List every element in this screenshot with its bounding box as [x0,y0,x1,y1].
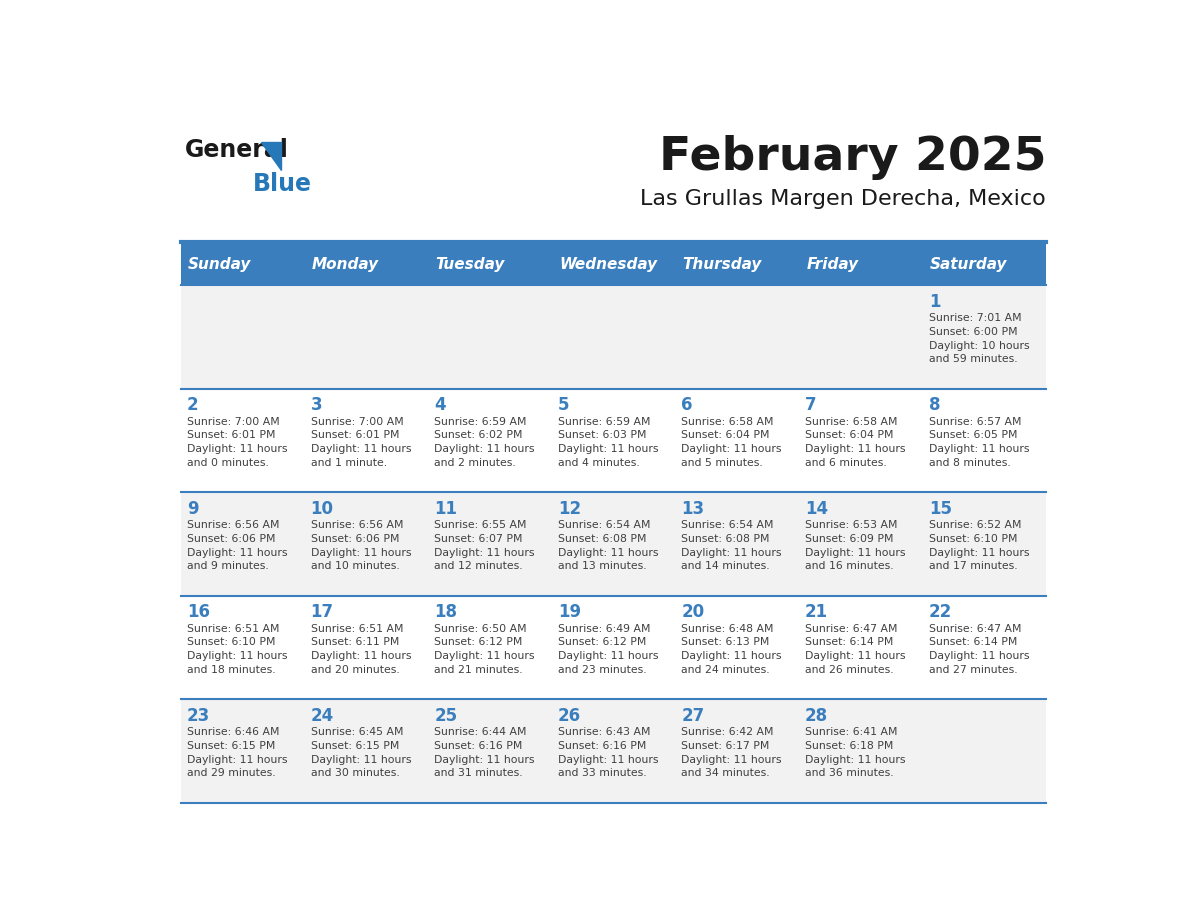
Text: 1: 1 [929,293,940,310]
Text: 11: 11 [434,499,457,518]
Text: 27: 27 [682,707,704,724]
Text: 12: 12 [558,499,581,518]
Text: Sunrise: 6:57 AM
Sunset: 6:05 PM
Daylight: 11 hours
and 8 minutes.: Sunrise: 6:57 AM Sunset: 6:05 PM Dayligh… [929,417,1029,467]
Text: Sunrise: 6:58 AM
Sunset: 6:04 PM
Daylight: 11 hours
and 5 minutes.: Sunrise: 6:58 AM Sunset: 6:04 PM Dayligh… [682,417,782,467]
FancyBboxPatch shape [304,244,428,285]
Text: 24: 24 [310,707,334,724]
Text: 28: 28 [805,707,828,724]
Text: 15: 15 [929,499,952,518]
FancyBboxPatch shape [675,244,798,285]
FancyBboxPatch shape [923,244,1047,285]
Text: Sunrise: 6:56 AM
Sunset: 6:06 PM
Daylight: 11 hours
and 10 minutes.: Sunrise: 6:56 AM Sunset: 6:06 PM Dayligh… [310,521,411,571]
Text: Sunrise: 7:01 AM
Sunset: 6:00 PM
Daylight: 10 hours
and 59 minutes.: Sunrise: 7:01 AM Sunset: 6:00 PM Dayligh… [929,313,1029,364]
Text: Sunrise: 6:54 AM
Sunset: 6:08 PM
Daylight: 11 hours
and 14 minutes.: Sunrise: 6:54 AM Sunset: 6:08 PM Dayligh… [682,521,782,571]
FancyBboxPatch shape [181,596,1047,700]
FancyBboxPatch shape [181,389,1047,492]
Text: Sunrise: 6:51 AM
Sunset: 6:10 PM
Daylight: 11 hours
and 18 minutes.: Sunrise: 6:51 AM Sunset: 6:10 PM Dayligh… [187,624,287,675]
Text: Blue: Blue [253,173,311,196]
Text: Sunrise: 6:47 AM
Sunset: 6:14 PM
Daylight: 11 hours
and 26 minutes.: Sunrise: 6:47 AM Sunset: 6:14 PM Dayligh… [805,624,905,675]
FancyBboxPatch shape [181,285,1047,389]
Text: Sunrise: 6:41 AM
Sunset: 6:18 PM
Daylight: 11 hours
and 36 minutes.: Sunrise: 6:41 AM Sunset: 6:18 PM Dayligh… [805,727,905,778]
Text: 18: 18 [434,603,457,621]
Text: Sunrise: 6:52 AM
Sunset: 6:10 PM
Daylight: 11 hours
and 17 minutes.: Sunrise: 6:52 AM Sunset: 6:10 PM Dayligh… [929,521,1029,571]
Text: 22: 22 [929,603,952,621]
Text: 25: 25 [434,707,457,724]
Text: 16: 16 [187,603,210,621]
Text: Las Grullas Margen Derecha, Mexico: Las Grullas Margen Derecha, Mexico [640,189,1047,209]
Text: 9: 9 [187,499,198,518]
Polygon shape [261,142,282,170]
Text: 3: 3 [310,397,322,414]
FancyBboxPatch shape [181,700,1047,803]
Text: Sunrise: 6:59 AM
Sunset: 6:03 PM
Daylight: 11 hours
and 4 minutes.: Sunrise: 6:59 AM Sunset: 6:03 PM Dayligh… [558,417,658,467]
Text: 13: 13 [682,499,704,518]
Text: 20: 20 [682,603,704,621]
FancyBboxPatch shape [181,492,1047,596]
Text: Sunrise: 6:56 AM
Sunset: 6:06 PM
Daylight: 11 hours
and 9 minutes.: Sunrise: 6:56 AM Sunset: 6:06 PM Dayligh… [187,521,287,571]
FancyBboxPatch shape [181,244,304,285]
Text: Wednesday: Wednesday [560,257,657,273]
Text: 4: 4 [434,397,446,414]
FancyBboxPatch shape [798,244,923,285]
Text: 26: 26 [558,707,581,724]
Text: Saturday: Saturday [930,257,1007,273]
FancyBboxPatch shape [428,244,551,285]
Text: Sunrise: 6:59 AM
Sunset: 6:02 PM
Daylight: 11 hours
and 2 minutes.: Sunrise: 6:59 AM Sunset: 6:02 PM Dayligh… [434,417,535,467]
Text: 23: 23 [187,707,210,724]
Text: 8: 8 [929,397,940,414]
Text: Sunrise: 6:55 AM
Sunset: 6:07 PM
Daylight: 11 hours
and 12 minutes.: Sunrise: 6:55 AM Sunset: 6:07 PM Dayligh… [434,521,535,571]
Text: Sunrise: 6:43 AM
Sunset: 6:16 PM
Daylight: 11 hours
and 33 minutes.: Sunrise: 6:43 AM Sunset: 6:16 PM Dayligh… [558,727,658,778]
Text: 17: 17 [310,603,334,621]
Text: Sunrise: 6:50 AM
Sunset: 6:12 PM
Daylight: 11 hours
and 21 minutes.: Sunrise: 6:50 AM Sunset: 6:12 PM Dayligh… [434,624,535,675]
Text: Sunrise: 7:00 AM
Sunset: 6:01 PM
Daylight: 11 hours
and 0 minutes.: Sunrise: 7:00 AM Sunset: 6:01 PM Dayligh… [187,417,287,467]
Text: 10: 10 [310,499,334,518]
Text: 14: 14 [805,499,828,518]
Text: 5: 5 [558,397,569,414]
Text: Sunrise: 6:45 AM
Sunset: 6:15 PM
Daylight: 11 hours
and 30 minutes.: Sunrise: 6:45 AM Sunset: 6:15 PM Dayligh… [310,727,411,778]
Text: 2: 2 [187,397,198,414]
Text: 19: 19 [558,603,581,621]
Text: Sunrise: 7:00 AM
Sunset: 6:01 PM
Daylight: 11 hours
and 1 minute.: Sunrise: 7:00 AM Sunset: 6:01 PM Dayligh… [310,417,411,467]
Text: Thursday: Thursday [683,257,762,273]
Text: Sunrise: 6:42 AM
Sunset: 6:17 PM
Daylight: 11 hours
and 34 minutes.: Sunrise: 6:42 AM Sunset: 6:17 PM Dayligh… [682,727,782,778]
Text: Sunrise: 6:48 AM
Sunset: 6:13 PM
Daylight: 11 hours
and 24 minutes.: Sunrise: 6:48 AM Sunset: 6:13 PM Dayligh… [682,624,782,675]
FancyBboxPatch shape [551,244,675,285]
Text: 6: 6 [682,397,693,414]
Text: Sunrise: 6:44 AM
Sunset: 6:16 PM
Daylight: 11 hours
and 31 minutes.: Sunrise: 6:44 AM Sunset: 6:16 PM Dayligh… [434,727,535,778]
Text: Sunrise: 6:53 AM
Sunset: 6:09 PM
Daylight: 11 hours
and 16 minutes.: Sunrise: 6:53 AM Sunset: 6:09 PM Dayligh… [805,521,905,571]
Text: Sunrise: 6:58 AM
Sunset: 6:04 PM
Daylight: 11 hours
and 6 minutes.: Sunrise: 6:58 AM Sunset: 6:04 PM Dayligh… [805,417,905,467]
Text: Sunrise: 6:46 AM
Sunset: 6:15 PM
Daylight: 11 hours
and 29 minutes.: Sunrise: 6:46 AM Sunset: 6:15 PM Dayligh… [187,727,287,778]
Text: Monday: Monday [311,257,379,273]
Text: Sunrise: 6:47 AM
Sunset: 6:14 PM
Daylight: 11 hours
and 27 minutes.: Sunrise: 6:47 AM Sunset: 6:14 PM Dayligh… [929,624,1029,675]
Text: February 2025: February 2025 [658,135,1047,180]
Text: Friday: Friday [807,257,859,273]
Text: Tuesday: Tuesday [436,257,505,273]
Text: General: General [185,139,289,162]
Text: Sunday: Sunday [188,257,252,273]
Text: 7: 7 [805,397,816,414]
Text: Sunrise: 6:54 AM
Sunset: 6:08 PM
Daylight: 11 hours
and 13 minutes.: Sunrise: 6:54 AM Sunset: 6:08 PM Dayligh… [558,521,658,571]
Text: Sunrise: 6:51 AM
Sunset: 6:11 PM
Daylight: 11 hours
and 20 minutes.: Sunrise: 6:51 AM Sunset: 6:11 PM Dayligh… [310,624,411,675]
Text: 21: 21 [805,603,828,621]
Text: Sunrise: 6:49 AM
Sunset: 6:12 PM
Daylight: 11 hours
and 23 minutes.: Sunrise: 6:49 AM Sunset: 6:12 PM Dayligh… [558,624,658,675]
